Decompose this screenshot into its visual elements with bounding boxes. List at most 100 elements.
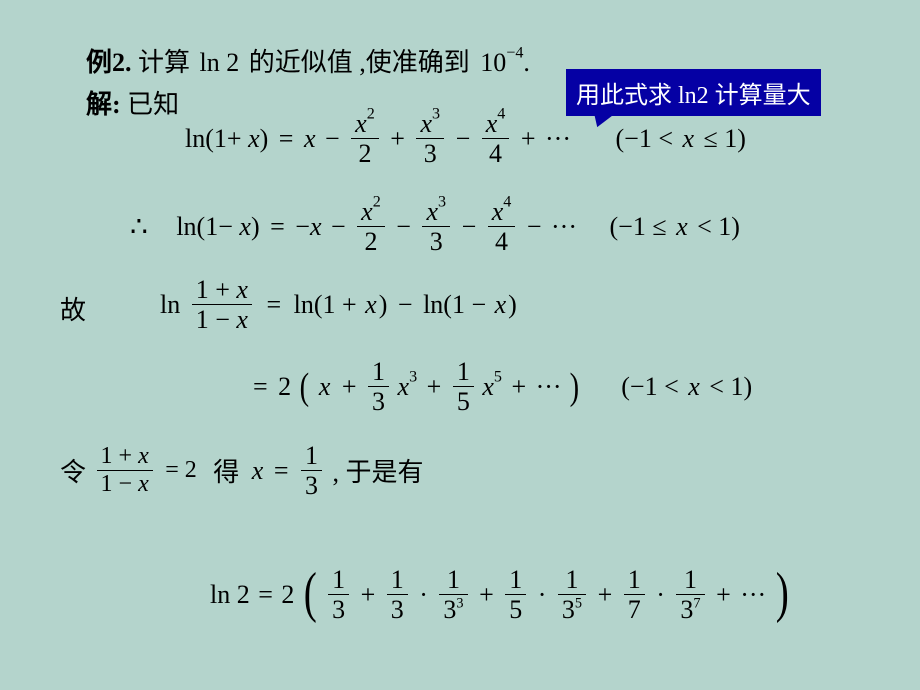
t: + — [595, 580, 616, 609]
t: 1 — [439, 566, 467, 594]
t: ln 2 — [210, 580, 250, 609]
paren-right: ) — [570, 368, 579, 406]
t: x — [420, 109, 432, 138]
t: < 1) — [697, 212, 740, 241]
t: 7 — [693, 596, 700, 612]
t: + — [476, 580, 497, 609]
t: 1 − — [101, 471, 133, 497]
frac: x2 2 — [355, 198, 387, 256]
example-label: 例2. — [86, 48, 132, 77]
t: − — [524, 212, 545, 241]
base: 10 — [480, 48, 506, 77]
t: 2 — [367, 105, 375, 122]
frac: 1 7 — [622, 566, 647, 624]
var-x: x — [493, 290, 509, 319]
exp: −4 — [506, 44, 523, 61]
var-x: x — [138, 443, 149, 469]
var-x: x — [685, 372, 703, 401]
callout-text: 用此式求 ln2 计算量大 — [576, 83, 811, 109]
dot: · — [416, 580, 431, 609]
frac: 1 5 — [451, 358, 476, 416]
t: 计算 — [138, 48, 190, 77]
t: 2 — [351, 138, 379, 167]
t: + — [424, 372, 445, 401]
t: 5 — [494, 368, 502, 385]
t: 3 — [301, 470, 322, 499]
t: − — [328, 212, 349, 241]
t: x — [492, 197, 504, 226]
var-x: x — [482, 372, 494, 401]
var-x: x — [239, 212, 251, 241]
t: ) — [260, 124, 269, 153]
frac: x4 4 — [486, 198, 518, 256]
var-x: x — [679, 124, 697, 153]
t: 3 — [456, 596, 463, 612]
t: 3 — [409, 368, 417, 385]
final-series: ln 2 = 2 ( 1 3 + 1 3 · 1 33 + 1 5 · 1 35… — [210, 566, 791, 624]
t: 1 − — [196, 305, 230, 334]
dots: ··· — [536, 372, 562, 401]
frac: 1 3 — [366, 358, 391, 416]
example-heading: 例2. 计算 ln 2 的近似值 ,使准确到 10−4. — [86, 42, 530, 79]
t: 3 — [328, 594, 349, 623]
paren-left: ( — [304, 565, 317, 621]
t: 1 — [676, 566, 704, 594]
t: = — [253, 372, 272, 401]
t: 令 — [60, 458, 88, 487]
t: = 2 — [161, 457, 201, 483]
t: 已知 — [127, 90, 179, 119]
dots: ··· — [545, 124, 571, 153]
var-x: x — [236, 275, 248, 304]
frac: x3 3 — [420, 198, 452, 256]
var-x: x — [398, 372, 410, 401]
var-x: x — [317, 372, 333, 401]
var-x: x — [310, 212, 322, 241]
t: + — [227, 124, 242, 153]
var-x: x — [248, 124, 260, 153]
expr: ln 2 — [197, 48, 243, 77]
t: 2 — [357, 226, 385, 255]
t: , 于是有 — [331, 458, 424, 487]
frac: 1 + x 1 − x — [95, 444, 155, 497]
t: 7 — [624, 594, 645, 623]
t: − — [394, 290, 417, 319]
t: + — [518, 124, 539, 153]
t: x — [361, 197, 373, 226]
t: = — [260, 290, 287, 319]
t: x — [355, 109, 367, 138]
series-ln1minusx: ∴ ln(1− x) = −x − x2 2 − x3 3 − x4 4 − ·… — [130, 198, 740, 256]
t: ≤ 1) — [704, 124, 746, 153]
t: 3 — [562, 595, 575, 624]
t: + — [713, 580, 734, 609]
t: 1 — [328, 566, 349, 594]
therefore-line: 故 — [60, 290, 86, 327]
let-line: 令 1 + x 1 − x = 2 得 x = 1 3 , 于是有 — [60, 442, 424, 500]
t: 1 — [453, 358, 474, 386]
frac: 1 3 — [299, 442, 324, 500]
series-ln1plusx: ln(1+ x) = x − x2 2 + x3 3 − x4 4 + ··· … — [185, 110, 746, 168]
t: 3 — [368, 386, 389, 415]
t: 1 + — [101, 443, 133, 469]
callout-box: 用此式求 ln2 计算量大 — [566, 69, 821, 116]
paren-left: ( — [299, 368, 308, 406]
var-x: x — [363, 290, 379, 319]
t: ln(1 — [185, 124, 227, 153]
t: ln(1 − — [423, 290, 486, 319]
t: (−1 ≤ — [610, 212, 667, 241]
var-x: x — [252, 456, 264, 485]
var-x: x — [673, 212, 691, 241]
series-sum: = 2 ( x + 1 3 x3 + 1 5 x5 + ··· ) (−1 < … — [253, 358, 752, 416]
t: 4 — [503, 193, 511, 210]
t: + — [339, 372, 360, 401]
t: 2 — [281, 580, 294, 609]
t: 3 — [443, 595, 456, 624]
t: 4 — [488, 226, 516, 255]
t: 5 — [575, 596, 582, 612]
t: ) — [251, 212, 260, 241]
t: 的近似值 ,使准确到 — [249, 48, 470, 77]
t: . — [523, 48, 530, 77]
therefore-icon: ∴ — [130, 212, 170, 243]
dot: · — [535, 580, 550, 609]
t: ln — [160, 290, 183, 319]
frac: 1 + x 1 − x — [190, 276, 254, 334]
